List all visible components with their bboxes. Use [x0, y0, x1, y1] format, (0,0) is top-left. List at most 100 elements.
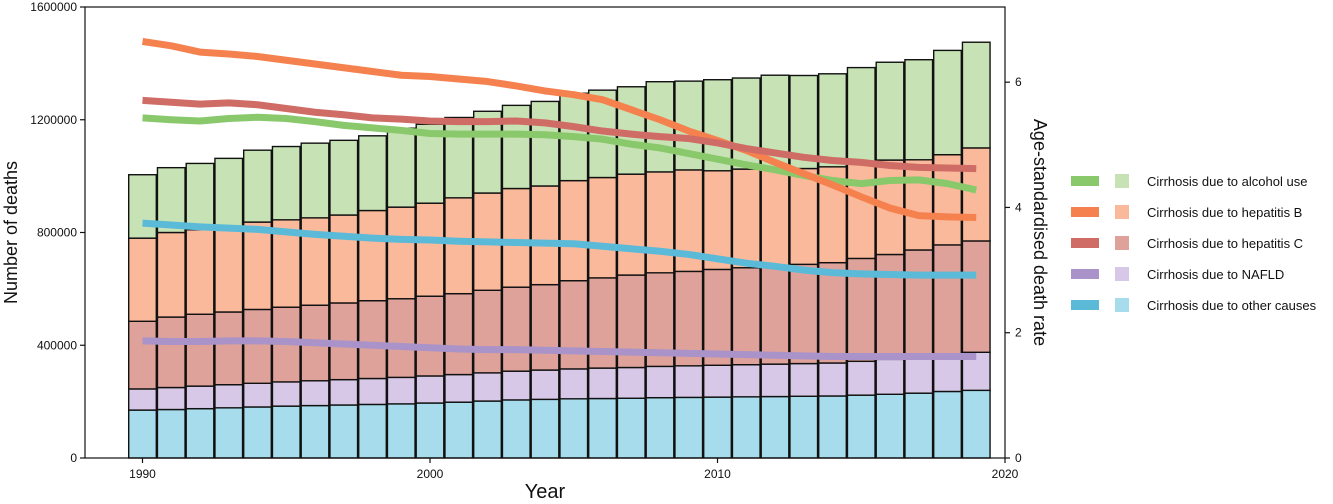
bar-segment-1990-series-0 — [127, 409, 157, 459]
line-series-1 — [141, 37, 977, 221]
y-right-tick-label-2: 2 — [1015, 326, 1022, 340]
bar-segment-2001-series-4 — [444, 116, 474, 199]
bar-segment-2015-series-4 — [846, 66, 876, 165]
y-right-tick-label-4: 4 — [1015, 200, 1022, 214]
bar-segment-2011-series-2 — [731, 267, 761, 366]
legend-label-2: Cirrhosis due to hepatitis C — [1147, 236, 1303, 251]
bar-segment-1994-series-3 — [242, 221, 272, 311]
bar-segment-2016-series-0 — [875, 393, 905, 459]
bar-segment-2013-series-2 — [789, 263, 819, 365]
bar-segment-1999-series-0 — [386, 403, 416, 459]
bar-segment-2008-series-0 — [645, 396, 675, 459]
bar-segment-2013-series-0 — [789, 395, 819, 459]
bar-segment-1992-series-3 — [185, 228, 215, 315]
x-tick-label-2000: 2000 — [417, 467, 444, 481]
bar-segment-2018-series-0 — [933, 390, 963, 459]
bar-segment-1996-series-0 — [300, 404, 330, 459]
bar-segment-2004-series-3 — [530, 185, 560, 286]
y-left-tick-label-0: 0 — [70, 451, 77, 465]
bar-segment-2013-series-3 — [789, 167, 819, 266]
bar-segment-1997-series-0 — [329, 404, 359, 459]
bar-segment-1995-series-0 — [271, 405, 301, 459]
bar-segment-1997-series-1 — [329, 378, 359, 406]
y-left-tick-label-800000: 800000 — [37, 226, 77, 240]
line-layer — [141, 37, 977, 361]
bar-segment-2012-series-2 — [760, 265, 790, 365]
bar-segment-1994-series-0 — [242, 406, 272, 459]
bar-segment-2006-series-3 — [588, 176, 618, 279]
bar-segment-2014-series-1 — [818, 362, 848, 397]
y-left-tick-label-1200000: 1200000 — [30, 113, 77, 127]
bar-segment-1991-series-2 — [156, 316, 186, 389]
legend-line-swatch-1 — [1071, 207, 1099, 217]
bar-segment-1998-series-1 — [358, 377, 388, 406]
bar-segment-1991-series-1 — [156, 386, 186, 411]
bar-segment-1992-series-4 — [185, 162, 215, 231]
x-tick-label-2020: 2020 — [992, 467, 1019, 481]
bar-segment-2008-series-3 — [645, 171, 675, 274]
bar-segment-1990-series-3 — [127, 237, 157, 322]
bar-segment-2011-series-1 — [731, 364, 761, 398]
legend-label-1: Cirrhosis due to hepatitis B — [1147, 205, 1302, 220]
bar-segment-2014-series-4 — [818, 73, 848, 168]
bar-segment-2000-series-2 — [415, 295, 445, 377]
bar-segment-2014-series-0 — [818, 395, 848, 459]
bar-segment-1993-series-0 — [214, 407, 244, 459]
bar-segment-1998-series-2 — [358, 300, 388, 380]
bar-segment-2017-series-3 — [904, 159, 934, 251]
legend-bar-swatch-3 — [1115, 267, 1129, 281]
bar-segment-2017-series-0 — [904, 392, 934, 459]
bar-segment-2008-series-4 — [645, 80, 675, 173]
bar-segment-2001-series-0 — [444, 401, 474, 459]
bar-segment-1990-series-4 — [127, 174, 157, 239]
x-axis-title: Year — [525, 481, 566, 503]
bar-segment-2009-series-1 — [674, 365, 704, 399]
bar-segment-2005-series-3 — [559, 179, 589, 282]
bar-segment-2006-series-1 — [588, 367, 618, 400]
bar-segment-2003-series-1 — [501, 370, 531, 401]
bar-segment-2007-series-3 — [616, 173, 646, 276]
bar-segment-2016-series-4 — [875, 61, 905, 161]
bar-segment-1996-series-1 — [300, 380, 330, 407]
bar-segment-2005-series-2 — [559, 280, 589, 370]
bar-layer — [127, 41, 991, 459]
bar-segment-2010-series-0 — [703, 396, 733, 459]
axes-layer: 1990 2000 2010 2020 0 400000 800000 1200000 1600… — [30, 0, 1022, 481]
bar-segment-2011-series-0 — [731, 396, 761, 459]
bar-segment-2018-series-4 — [933, 49, 963, 156]
bar-segment-2012-series-3 — [760, 168, 790, 267]
bar-segment-1994-series-4 — [242, 149, 272, 223]
line-series-2 — [142, 96, 977, 173]
x-tick-label-1990: 1990 — [129, 467, 156, 481]
bar-segment-1990-series-1 — [127, 388, 157, 411]
legend-line-swatch-0 — [1071, 176, 1099, 186]
bar-segment-2015-series-3 — [846, 162, 876, 260]
bar-segment-1996-series-4 — [300, 142, 330, 219]
legend-label-0: Cirrhosis due to alcohol use — [1147, 174, 1307, 189]
legend-line-swatch-3 — [1071, 269, 1099, 279]
bar-segment-1993-series-1 — [214, 384, 244, 409]
bar-segment-2005-series-0 — [559, 398, 589, 459]
x-tick-label-2010: 2010 — [704, 467, 731, 481]
bar-segment-1992-series-1 — [185, 385, 215, 410]
bar-segment-1995-series-1 — [271, 381, 301, 407]
bar-segment-2016-series-2 — [875, 253, 905, 361]
bar-segment-2000-series-1 — [415, 375, 445, 404]
y-right-tick-label-0: 0 — [1015, 451, 1022, 465]
bar-segment-2018-series-2 — [933, 244, 963, 355]
bar-segment-2003-series-2 — [501, 286, 531, 372]
bar-segment-1994-series-1 — [242, 382, 272, 408]
bar-segment-2003-series-3 — [501, 187, 531, 288]
bar-segment-2012-series-1 — [760, 363, 790, 398]
bar-segment-2019-series-3 — [961, 147, 991, 242]
bar-segment-1993-series-2 — [214, 311, 244, 386]
y-right-tick-label-6: 6 — [1015, 75, 1022, 89]
bar-segment-1991-series-0 — [156, 408, 186, 459]
bar-segment-2019-series-2 — [961, 240, 991, 354]
legend-bar-swatch-0 — [1115, 174, 1129, 188]
bar-segment-2003-series-0 — [501, 399, 531, 459]
bar-segment-2001-series-3 — [444, 197, 474, 295]
bar-segment-2019-series-0 — [961, 389, 991, 459]
bar-segment-1993-series-4 — [214, 157, 244, 229]
bar-segment-2007-series-0 — [616, 397, 646, 459]
